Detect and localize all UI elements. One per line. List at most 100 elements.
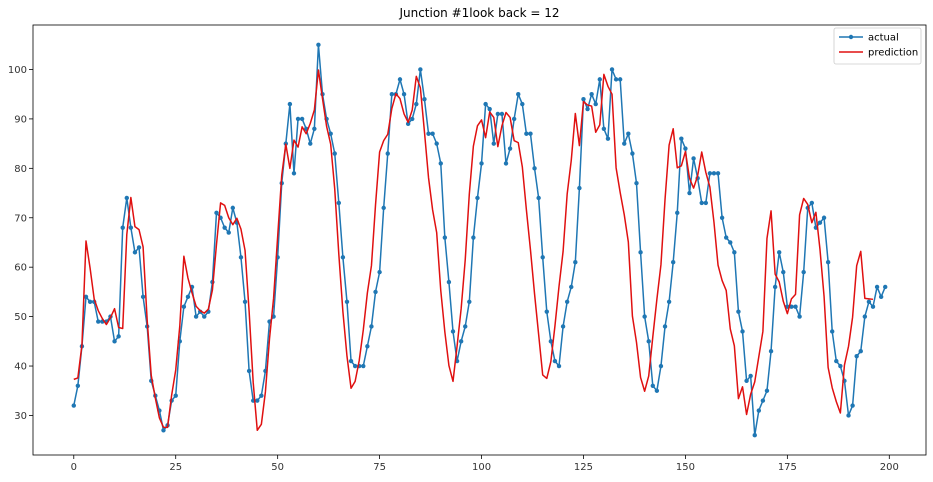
data-point-actual — [748, 373, 753, 379]
data-point-actual — [764, 388, 770, 393]
data-point-actual — [507, 146, 513, 151]
data-point-actual — [830, 329, 835, 334]
data-point-actual — [389, 92, 395, 97]
data-point-actual — [679, 136, 684, 141]
data-point-actual — [707, 171, 713, 176]
data-point-actual — [597, 77, 602, 82]
y-tick-label: 30 — [14, 411, 27, 422]
data-point-actual — [373, 289, 378, 295]
data-point-actual — [246, 368, 252, 374]
data-point-actual — [120, 225, 125, 230]
data-point-actual — [426, 131, 431, 136]
data-point-actual — [458, 339, 464, 344]
series-line-prediction — [73, 69, 874, 432]
data-point-actual — [524, 131, 529, 136]
data-point-actual — [491, 141, 496, 146]
x-tick-label: 125 — [574, 462, 593, 473]
data-point-actual — [344, 299, 350, 304]
data-point-actual — [287, 101, 293, 107]
data-point-actual — [116, 334, 121, 339]
data-point-actual — [255, 398, 260, 403]
data-point-actual — [365, 344, 370, 349]
data-point-actual — [495, 111, 501, 117]
data-point-actual — [312, 126, 317, 131]
data-point-actual — [552, 358, 558, 364]
data-point-actual — [238, 255, 244, 260]
data-point-actual — [573, 260, 578, 265]
data-point-actual — [352, 363, 358, 369]
data-point-actual — [638, 250, 643, 255]
data-point-actual — [516, 92, 521, 97]
data-point-actual — [736, 309, 741, 314]
data-point-actual — [230, 205, 235, 211]
data-point-actual — [544, 309, 549, 314]
data-point-actual — [601, 126, 607, 131]
data-point-actual — [442, 235, 448, 240]
data-point-actual — [226, 230, 231, 235]
data-point-actual — [670, 260, 676, 265]
data-point-actual — [630, 151, 635, 156]
data-point-actual — [430, 131, 435, 136]
data-point-actual — [185, 294, 191, 300]
data-point-actual — [503, 161, 509, 166]
legend-marker-actual — [848, 34, 854, 40]
data-point-actual — [536, 195, 541, 201]
data-point-actual — [181, 304, 187, 309]
y-tick-label: 90 — [14, 114, 27, 125]
data-point-actual — [732, 250, 737, 255]
data-point-actual — [577, 185, 582, 191]
data-point-actual — [316, 42, 321, 47]
data-point-actual — [613, 77, 619, 82]
data-point-actual — [642, 314, 647, 319]
data-point-actual — [511, 116, 517, 122]
data-point-actual — [401, 92, 407, 97]
data-point-actual — [691, 156, 696, 161]
data-point-actual — [626, 131, 631, 136]
data-point-actual — [299, 116, 305, 122]
data-point-actual — [136, 245, 142, 250]
data-point-actual — [222, 225, 227, 230]
data-point-actual — [883, 284, 888, 290]
data-point-actual — [450, 329, 456, 334]
data-point-actual — [499, 111, 505, 117]
data-point-actual — [858, 349, 863, 354]
data-point-actual — [675, 210, 680, 216]
data-point-actual — [834, 358, 839, 364]
data-point-actual — [634, 180, 639, 186]
data-point-actual — [768, 349, 774, 354]
data-point-actual — [744, 378, 749, 384]
data-point-actual — [483, 101, 488, 107]
data-point-actual — [683, 146, 688, 151]
data-point-actual — [361, 363, 366, 369]
data-point-actual — [161, 428, 166, 433]
data-point-actual — [646, 339, 651, 344]
data-point-actual — [348, 358, 354, 364]
data-point-actual — [756, 408, 762, 413]
data-point-actual — [520, 101, 525, 107]
data-point-actual — [874, 284, 880, 290]
data-point-actual — [259, 393, 264, 398]
data-point-actual — [658, 363, 664, 369]
data-point-actual — [797, 314, 802, 319]
data-point-actual — [124, 195, 129, 201]
data-point-actual — [83, 294, 89, 300]
x-tick-label: 175 — [778, 462, 797, 473]
x-axis: 0 25 50 75 100 125 150 175 200 — [71, 455, 899, 473]
data-point-actual — [422, 96, 427, 102]
data-point-actual — [202, 314, 207, 319]
data-point-actual — [381, 205, 386, 211]
data-point-actual — [870, 304, 876, 309]
data-point-actual — [862, 314, 868, 319]
data-point-actual — [328, 131, 333, 136]
data-point-actual — [724, 235, 729, 240]
legend-label-actual: actual — [868, 33, 899, 44]
data-point-actual — [528, 131, 533, 136]
x-tick-label: 200 — [880, 462, 899, 473]
data-point-actual — [809, 200, 815, 206]
data-point-actual — [666, 299, 672, 304]
data-point-actual — [760, 398, 766, 403]
data-point-actual — [471, 235, 476, 240]
data-point-actual — [532, 166, 537, 171]
y-tick-label: 80 — [14, 164, 27, 175]
